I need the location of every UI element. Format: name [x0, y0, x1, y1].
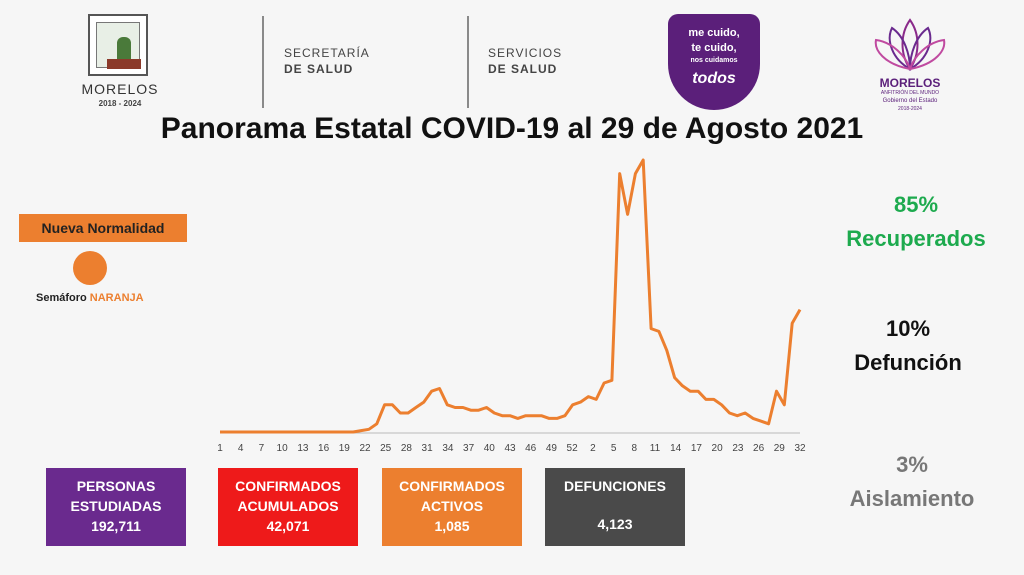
x-tick-label: 16: [318, 443, 330, 454]
semaforo-indicator: [73, 251, 107, 285]
x-tick-label: 28: [401, 443, 413, 454]
campaign-badge: me cuido, te cuido, nos cuidamos todos: [668, 14, 760, 110]
box-confirmados-acumulados: CONFIRMADOS ACUMULADOS 42,071: [218, 468, 358, 546]
box-confirmados-activos: CONFIRMADOS ACTIVOS 1,085: [382, 468, 522, 546]
x-tick-label: 26: [753, 443, 765, 454]
x-tick-label: 23: [732, 443, 744, 454]
x-tick-label: 37: [463, 443, 475, 454]
campaign-line2: te cuido,: [691, 42, 737, 54]
box-value: 4,123: [597, 516, 633, 532]
x-tick-label: 43: [504, 443, 516, 454]
x-tick-label: 40: [484, 443, 496, 454]
page-title: Panorama Estatal COVID-19 al 29 de Agost…: [160, 112, 864, 145]
box-title-2: [545, 496, 685, 514]
x-tick-label: 17: [691, 443, 703, 454]
dept1-line1: SECRETARÍA: [284, 46, 370, 60]
recuperados-pct: 85%: [893, 192, 939, 217]
dept1-line2: DE SALUD: [284, 62, 354, 76]
org-name: MORELOS: [81, 81, 159, 97]
semaforo-color: NARANJA: [89, 292, 144, 304]
recuperados-stat: 85% Recuperados: [826, 188, 1006, 256]
x-tick-label: 11: [650, 443, 661, 454]
x-tick-label: 13: [297, 443, 309, 454]
x-tick-label: 31: [422, 443, 434, 454]
brand-sub: Gobierno del Estado: [882, 98, 938, 104]
box-value: 42,071: [266, 518, 310, 534]
x-tick-label: 34: [442, 443, 454, 454]
x-tick-label: 14: [670, 443, 682, 454]
divider: [467, 16, 469, 108]
box-title-1: CONFIRMADOS: [235, 478, 341, 494]
x-tick-label: 10: [277, 443, 289, 454]
box-personas-estudiadas: PERSONAS ESTUDIADAS 192,711: [46, 468, 186, 546]
phase-label: Nueva Normalidad: [19, 214, 187, 242]
box-title-1: PERSONAS: [76, 478, 156, 494]
org-years: 2018 - 2024: [98, 99, 142, 108]
aislamiento-pct: 3%: [896, 452, 928, 477]
recuperados-label: Recuperados: [846, 226, 986, 251]
state-seal-logo: [88, 14, 148, 76]
x-tick-label: 2: [590, 443, 596, 454]
brand-name: MORELOS: [879, 76, 941, 90]
x-tick-label: 7: [259, 443, 265, 454]
box-title-2: ACTIVOS: [420, 498, 484, 514]
x-tick-label: 8: [632, 443, 638, 454]
x-tick-label: 5: [611, 443, 617, 454]
box-title-1: DEFUNCIONES: [564, 478, 666, 494]
box-defunciones: DEFUNCIONES 4,123: [545, 468, 685, 546]
x-tick-label: 46: [525, 443, 537, 454]
campaign-line3: nos cuidamos: [690, 57, 738, 64]
box-value: 1,085: [434, 518, 470, 534]
semaforo-text: Semáforo NARANJA: [36, 292, 144, 304]
defuncion-label: Defunción: [854, 350, 962, 375]
campaign-line4: todos: [692, 70, 736, 87]
x-tick-label: 25: [380, 443, 392, 454]
defuncion-stat: 10% Defunción: [818, 312, 998, 380]
dept2-line2: DE SALUD: [488, 62, 558, 76]
x-tick-label: 32: [794, 443, 806, 454]
aislamiento-label: Aislamiento: [849, 486, 975, 511]
divider: [262, 16, 264, 108]
box-title-1: CONFIRMADOS: [399, 478, 505, 494]
x-tick-label: 19: [339, 443, 351, 454]
header: MORELOS 2018 - 2024 SECRETARÍA DE SALUD …: [0, 0, 1024, 115]
brand-years: 2018-2024: [898, 106, 922, 112]
dept2-line1: SERVICIOS: [488, 46, 563, 60]
brand-tag: ANFITRIÓN DEL MUNDO: [880, 90, 940, 96]
box-title-2: ESTUDIADAS: [70, 498, 162, 514]
x-tick-label: 1: [217, 443, 223, 454]
semaforo-prefix: Semáforo: [36, 292, 90, 304]
lotus-logo: [874, 18, 946, 71]
defuncion-pct: 10%: [885, 316, 931, 341]
x-tick-label: 20: [712, 443, 724, 454]
series-line: [220, 158, 802, 434]
x-tick-label: 22: [359, 443, 371, 454]
box-value: 192,711: [91, 518, 141, 534]
aislamiento-stat: 3% Aislamiento: [822, 448, 1002, 516]
x-tick-label: 29: [774, 443, 786, 454]
x-tick-label: 49: [546, 443, 558, 454]
x-tick-label: 52: [567, 443, 579, 454]
cases-line-chart: 1 4 7 10 13 16 19 22 25 28 31 34 37 40 43 46 49 52 2 5 8 11 14…: [217, 158, 806, 454]
box-title-2: ACUMULADOS: [237, 498, 339, 514]
campaign-line1: me cuido,: [688, 27, 740, 39]
x-tick-label: 4: [238, 443, 244, 454]
